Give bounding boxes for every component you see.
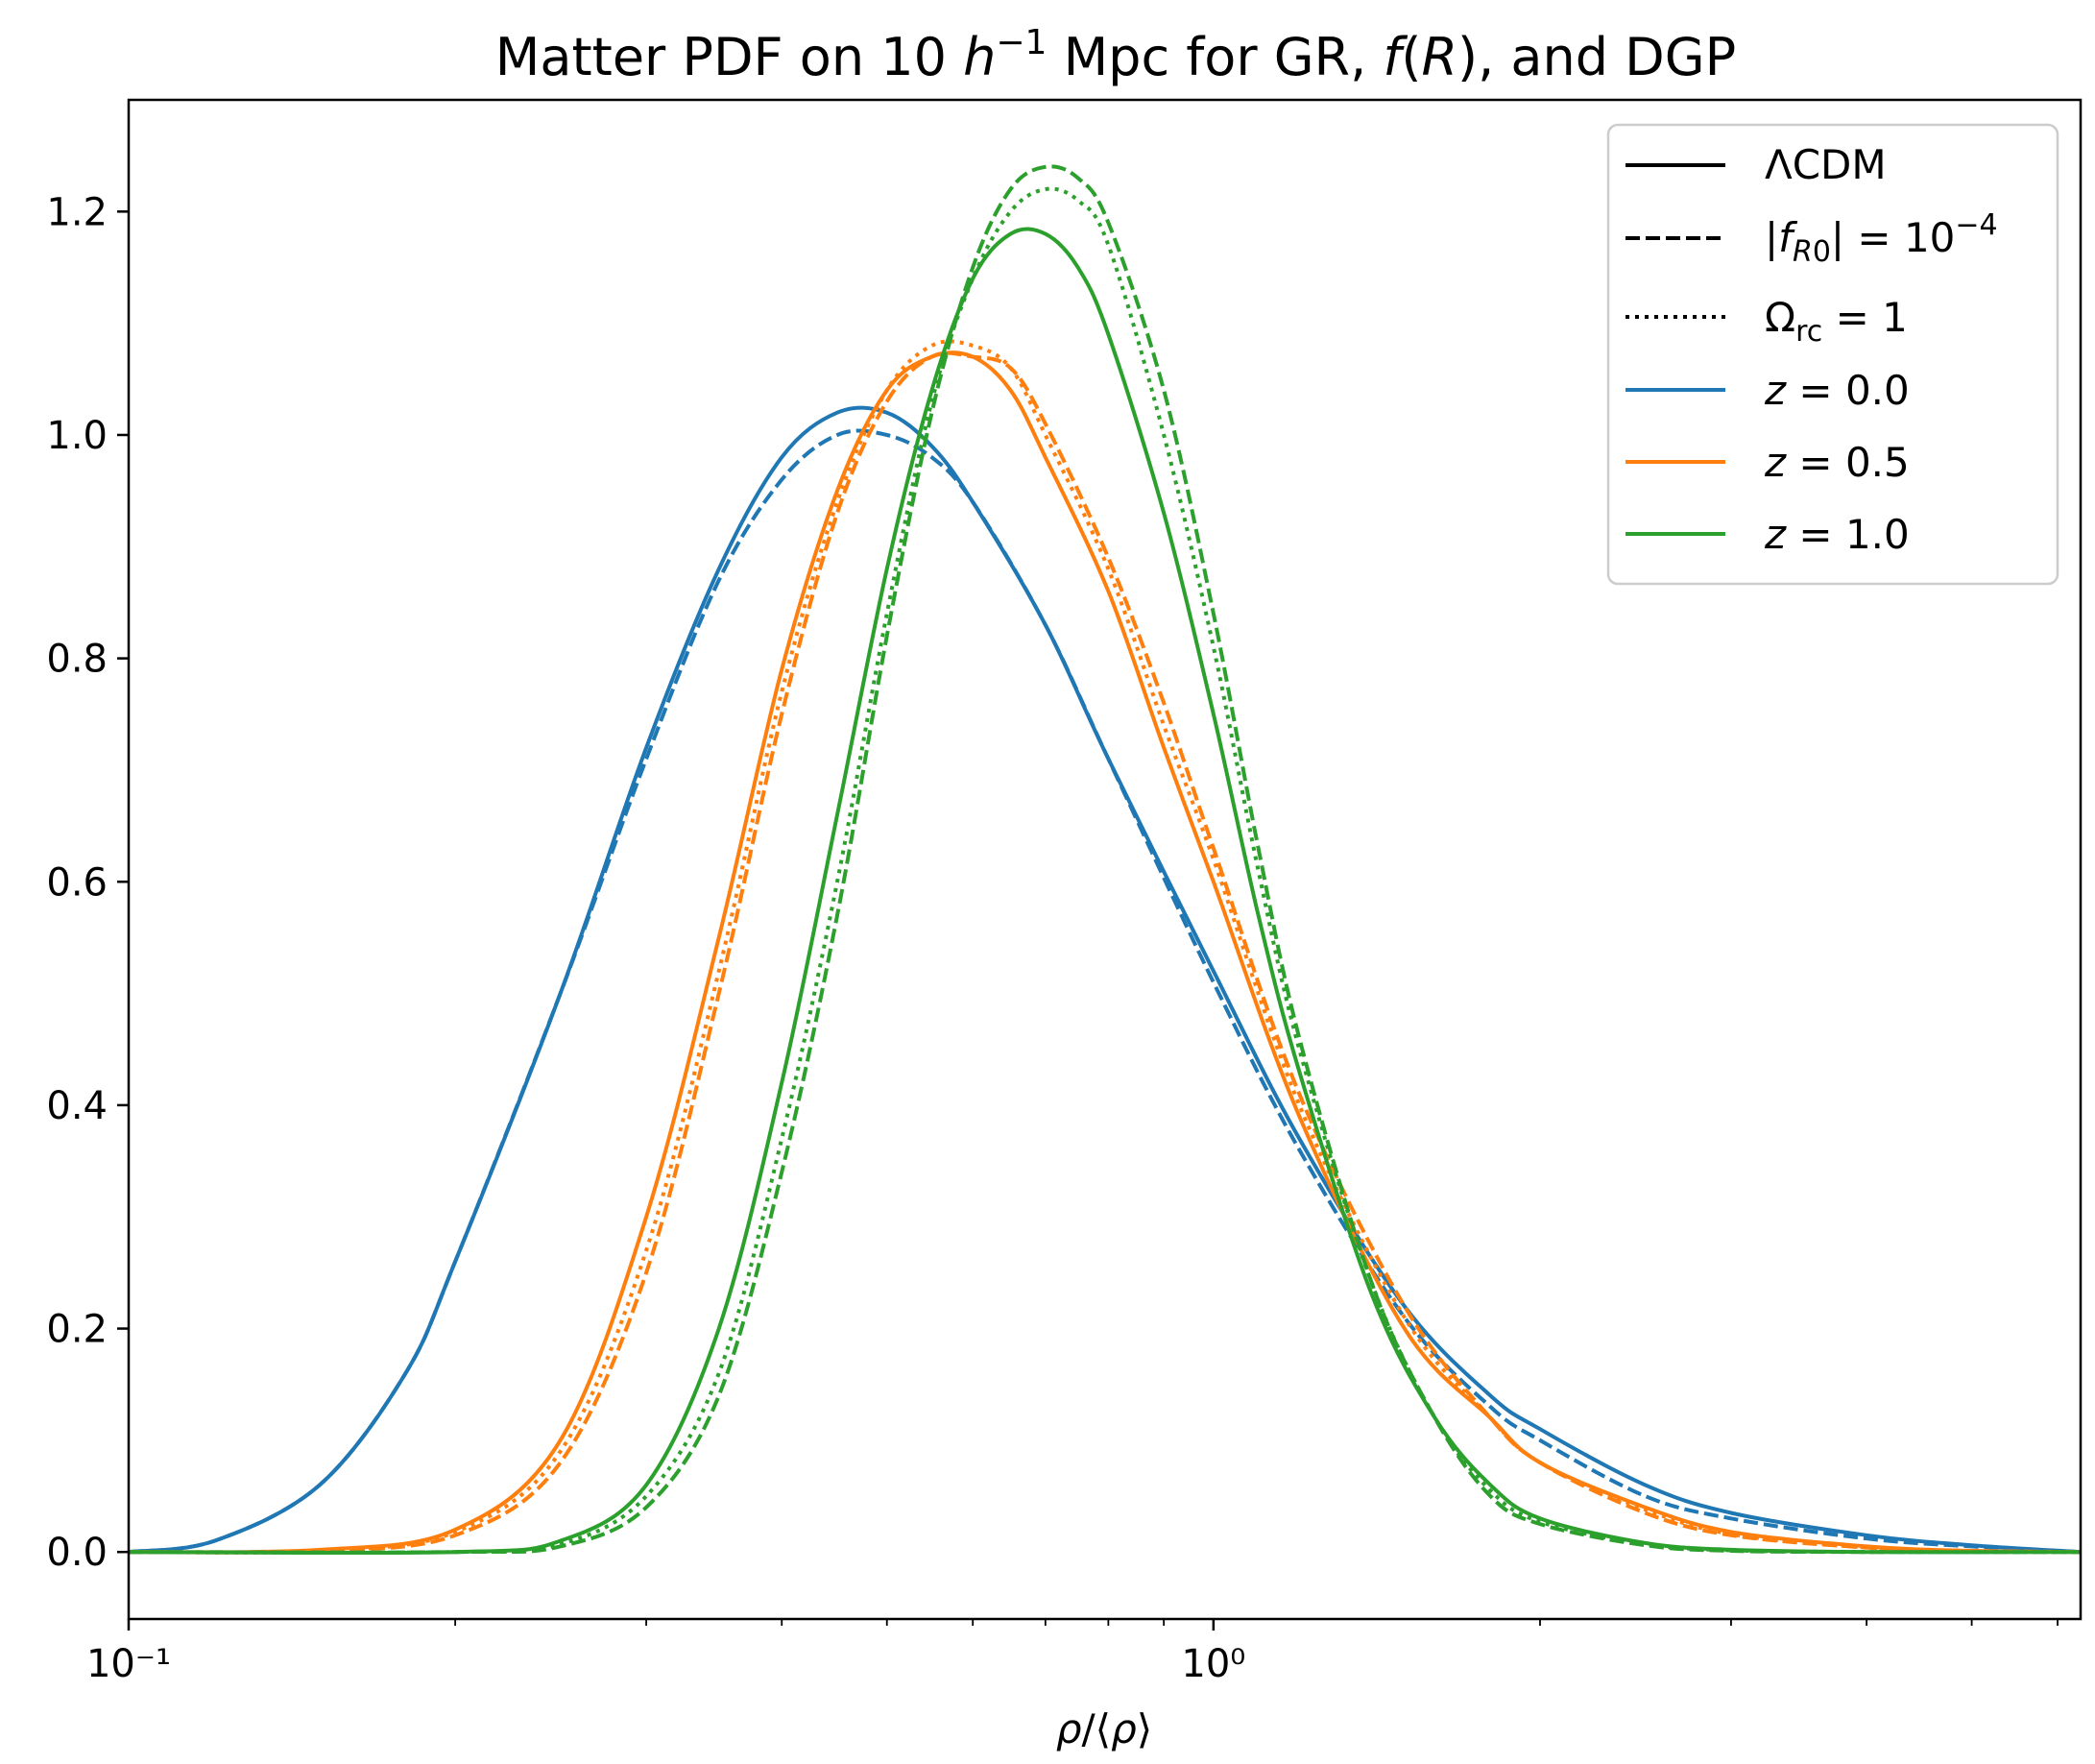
y-axis-ticks: 0.0 0.2 0.4 0.6 0.8 1.0 1.2	[46, 190, 129, 1575]
plot-area: 10⁻¹ 10⁰ 0.0 0.2 0.4 0.6 0.8 1.0 1.2	[46, 98, 2083, 1686]
series-line-7	[129, 186, 2081, 1555]
series-line-1	[129, 428, 2081, 1555]
legend-label-z1: z = 1.0	[1764, 511, 1910, 558]
x-tick-label: 10⁻¹	[86, 1642, 171, 1686]
y-tick-label: 0.6	[46, 860, 108, 905]
x-axis-label: ρ/⟨ρ⟩	[1056, 1705, 1152, 1752]
axes-frame	[127, 98, 2083, 1621]
series-line-6	[129, 164, 2081, 1555]
series-line-2	[129, 350, 2081, 1555]
series-layer	[129, 164, 2081, 1556]
y-tick-label: 1.2	[46, 190, 108, 234]
legend-entry-dgp: Ωrc = 1	[1625, 294, 1908, 349]
series-line-5	[129, 227, 2081, 1556]
legend-label-lcdm: ΛCDM	[1765, 141, 1887, 188]
series-line-3	[129, 350, 2081, 1555]
legend-entry-z1: z = 1.0	[1625, 511, 1910, 558]
chart-title: Matter PDF on 10 h−1 Mpc for GR, f(R), a…	[495, 23, 1736, 87]
y-tick-label: 1.0	[46, 414, 108, 458]
legend-label-z05: z = 0.5	[1764, 439, 1910, 486]
legend: ΛCDM |fR0| = 10−4 Ωrc = 1 z = 0.0 z = 0.…	[1606, 123, 2059, 586]
x-tick-label: 10⁰	[1181, 1642, 1245, 1686]
legend-entry-z0: z = 0.0	[1625, 367, 1910, 414]
y-tick-label: 0.2	[46, 1308, 108, 1352]
y-tick-label: 0.4	[46, 1084, 108, 1128]
y-tick-label: 0.0	[46, 1531, 108, 1575]
x-axis-ticks: 10⁻¹ 10⁰	[86, 1619, 2059, 1686]
legend-entry-z05: z = 0.5	[1625, 439, 1910, 486]
legend-entry-lcdm: ΛCDM	[1625, 141, 1887, 188]
series-line-0	[129, 405, 2081, 1555]
y-tick-label: 0.8	[46, 638, 108, 682]
series-line-4	[129, 339, 2081, 1555]
legend-label-z0: z = 0.0	[1764, 367, 1910, 414]
legend-label-dgp: Ωrc = 1	[1765, 294, 1908, 349]
